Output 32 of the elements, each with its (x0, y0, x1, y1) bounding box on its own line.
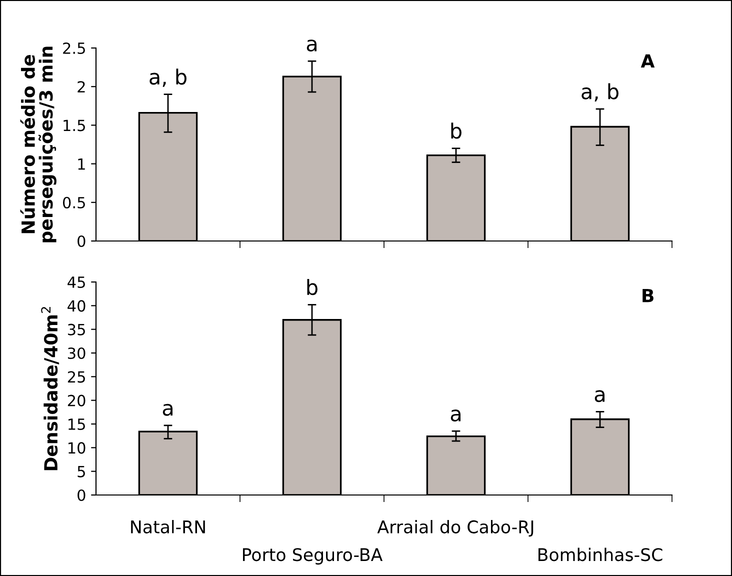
y-tick-label: 2.5 (63, 42, 85, 54)
annotation: B (642, 288, 654, 302)
annotation: a, b (150, 68, 186, 87)
y-tick-label: 40 (68, 300, 86, 312)
y-tick-label: 10 (68, 442, 86, 454)
annotation: b (451, 122, 462, 139)
y-tick-label: 35 (68, 324, 85, 336)
y-tick-label: 15 (68, 418, 85, 430)
y-tick-label: 20 (68, 394, 86, 406)
x-tick-label: Natal-RN (131, 520, 205, 534)
y-tick-label: 30 (68, 347, 86, 360)
y-tick-label: 0 (78, 235, 86, 248)
y-tick-label: 1.5 (64, 120, 85, 132)
y-tick-label: 2 (78, 81, 85, 92)
x-tick-label: Porto Seguro-BA (243, 548, 383, 565)
y-tick-label: 1 (78, 158, 85, 170)
y-axis-title: Número médio de perseguições/3 min (20, 46, 56, 242)
annotation: A (640, 54, 655, 68)
x-tick-label: Bombinhas-SC (538, 548, 662, 562)
y-axis-title: Densidade/40m$^{2}$ (41, 307, 60, 470)
x-tick-label: Arraial do Cabo-RJ (377, 520, 534, 537)
y-tick-label: 25 (68, 371, 85, 383)
y-tick-label: 0 (78, 489, 86, 502)
annotation: a (594, 390, 604, 402)
annotation: a, b (582, 83, 618, 102)
annotation: b (307, 279, 318, 296)
y-tick-label: 45 (68, 276, 85, 288)
y-tick-label: 5 (78, 466, 85, 478)
annotation: a (306, 40, 316, 52)
annotation: a (162, 404, 172, 416)
y-tick-label: 0.5 (62, 196, 85, 208)
annotation: a (450, 410, 460, 422)
